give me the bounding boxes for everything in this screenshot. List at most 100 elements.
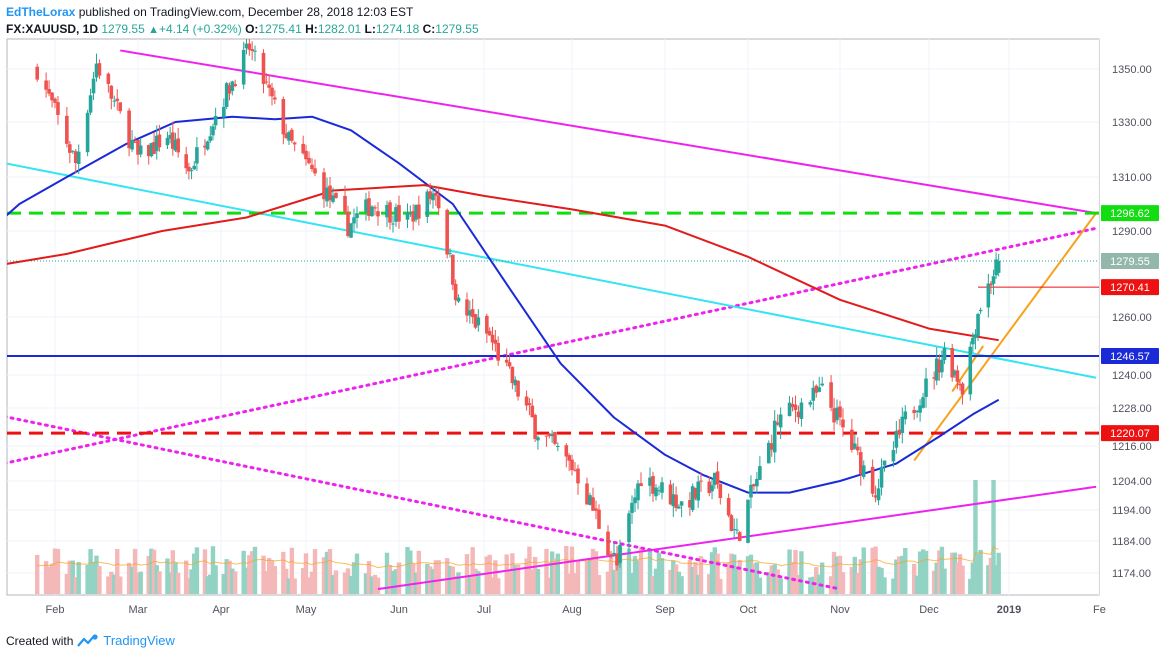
tradingview-brand[interactable]: TradingView: [103, 633, 175, 648]
volume-bar: [170, 550, 176, 594]
volume-bar: [227, 560, 232, 594]
volume-bar: [955, 562, 960, 594]
volume-bar: [35, 554, 40, 594]
volume-bar: [300, 568, 306, 594]
candle-body: [968, 346, 973, 395]
candle-body: [937, 360, 942, 373]
candle-body: [364, 199, 368, 213]
low-value: 1274.18: [375, 22, 420, 36]
candle-body: [573, 469, 577, 471]
candle-body: [76, 151, 81, 164]
volume-bar: [224, 559, 229, 594]
time-axis[interactable]: Feb Mar Apr May Jun Jul Aug Sep Oct Nov Dec 2019 Fe: [46, 604, 1106, 616]
candle-body: [755, 478, 759, 487]
volume-bar: [996, 552, 1001, 594]
candle-body: [376, 211, 380, 217]
candle-body: [417, 204, 421, 219]
candle-body: [367, 198, 371, 217]
candle-body: [349, 223, 353, 238]
candle-body: [950, 348, 955, 378]
candle-body: [553, 431, 557, 444]
volume-bar: [734, 566, 740, 594]
volume-bar: [737, 559, 742, 594]
candle-body: [594, 508, 598, 511]
candle-body: [224, 83, 229, 107]
candle-body: [493, 339, 498, 344]
trendline: [120, 49, 1097, 215]
candle-body: [693, 487, 698, 499]
candle-body: [838, 406, 842, 418]
price-tick-label: 1174.00: [1112, 568, 1151, 580]
candle-body: [793, 404, 798, 411]
volume-bar: [194, 547, 200, 594]
candle-body: [35, 66, 40, 80]
candle-body: [301, 143, 305, 154]
candle-body: [660, 482, 664, 493]
price-axis[interactable]: 1350.00 1330.00 1310.00 1290.00 1260.00 1240.…: [1101, 64, 1159, 580]
symbol-label[interactable]: FX:XAUUSD, 1D: [6, 22, 99, 36]
candle-body: [411, 211, 415, 222]
volume-bar: [106, 576, 111, 594]
candle-body: [247, 43, 252, 50]
volume-bar: [324, 551, 330, 594]
volume-bar: [849, 567, 855, 594]
candle-body: [115, 98, 120, 102]
time-tick-label: Sep: [655, 604, 675, 616]
candle-body: [657, 490, 661, 492]
candle-body: [597, 509, 601, 529]
volume-bar: [766, 571, 771, 594]
published-text: published on TradingView.com, December 2…: [78, 5, 414, 19]
volume-bar: [852, 556, 858, 594]
volume-bar: [920, 549, 926, 594]
candle-body: [109, 85, 114, 99]
candle-body: [445, 209, 449, 255]
volume-bar: [793, 550, 798, 594]
candle-body: [516, 380, 520, 397]
candle-body: [470, 309, 475, 318]
volume-bar: [709, 552, 715, 594]
price-change: +4.14 (+0.32%): [158, 22, 242, 36]
volume-bar: [993, 565, 999, 594]
candle-body: [397, 205, 401, 222]
candle-body: [373, 207, 377, 209]
volume-bar: [900, 555, 905, 594]
volume-bar: [605, 571, 611, 594]
volume-bar: [808, 577, 813, 594]
author-link[interactable]: EdTheLorax: [6, 5, 76, 19]
candle-body: [428, 191, 432, 199]
volume-bar: [879, 567, 884, 594]
candle-body: [588, 495, 592, 505]
candle-body: [713, 472, 717, 485]
candle-body: [811, 387, 816, 401]
candle-body: [752, 484, 756, 487]
candle-body: [355, 213, 359, 219]
volume-bar: [917, 551, 923, 594]
price-tick-label: 1310.00: [1112, 172, 1152, 184]
volume-bar: [903, 547, 908, 594]
candle-body: [346, 211, 350, 237]
price-tick-label: 1240.00: [1112, 370, 1152, 382]
candle-body: [290, 129, 294, 141]
volume-bar: [241, 550, 246, 594]
candle-body: [227, 85, 232, 94]
candle-body: [921, 397, 925, 408]
candle-body: [674, 494, 678, 508]
volume-bar: [363, 573, 369, 594]
candle-body: [918, 405, 922, 413]
candle-body: [879, 466, 884, 488]
volume-bar: [167, 572, 173, 594]
volume-bar: [132, 548, 138, 594]
volume-bar: [897, 556, 902, 594]
candle-body: [769, 443, 774, 450]
volume-bar: [564, 546, 569, 594]
candle-body: [639, 483, 643, 487]
candle-body: [267, 84, 271, 88]
candle-body: [456, 297, 461, 302]
volume-bar: [882, 577, 887, 594]
volume-bar: [470, 547, 475, 594]
volume-bar: [173, 562, 178, 594]
candle-body: [746, 499, 750, 543]
volume-bar: [427, 566, 433, 594]
candle-body: [758, 466, 762, 480]
